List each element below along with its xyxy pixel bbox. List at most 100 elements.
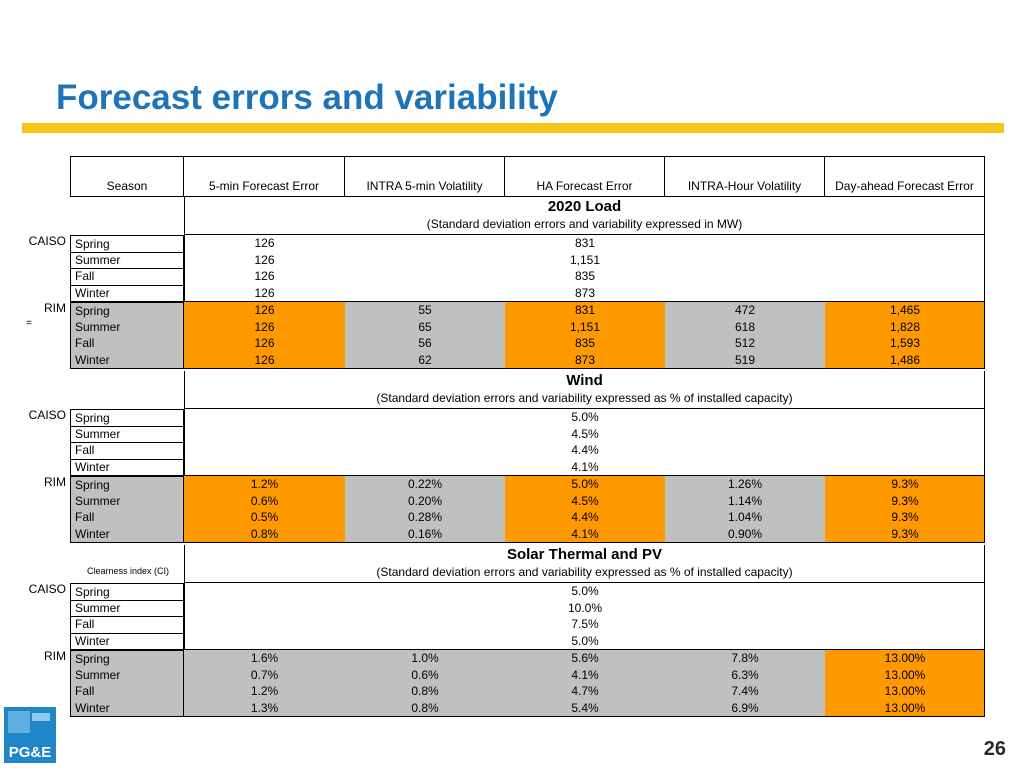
value-cell: 6.9% <box>665 699 825 716</box>
value-cell: 65 <box>345 318 505 335</box>
value-cell: 1,465 <box>825 302 985 319</box>
section-title-solar: Solar Thermal and PV (Standard deviation … <box>184 545 985 583</box>
svg-text:PG&E: PG&E <box>9 744 52 761</box>
season-cell: Spring <box>70 302 184 320</box>
column-header: INTRA-Hour Volatility <box>665 156 825 197</box>
value-cell: 1.3% <box>184 699 345 716</box>
season-cell: Winter <box>70 284 184 302</box>
column-header: HA Forecast Error <box>505 156 665 197</box>
value-cell: 835 <box>505 335 665 352</box>
value-cell: 126 <box>184 351 345 368</box>
value-cell: 0.7% <box>184 666 345 683</box>
section-title-wind: Wind (Standard deviation errors and varia… <box>184 371 985 409</box>
value-cell: 873 <box>505 351 665 368</box>
value-cell: 512 <box>665 335 825 352</box>
section-heading: Wind <box>566 372 603 389</box>
value-cell: 5.4% <box>505 699 665 716</box>
value-cell: 1.26% <box>665 476 825 493</box>
value-cell: 5.6% <box>505 650 665 667</box>
value-cell: 9.3% <box>825 476 985 493</box>
value-cell: 7.8% <box>665 650 825 667</box>
value-cell: 4.1% <box>505 525 665 542</box>
value-cell: 10.0% <box>567 600 603 615</box>
value-cell: 0.8% <box>184 525 345 542</box>
section-heading: 2020 Load <box>547 198 622 215</box>
value-cell: 13.00% <box>825 699 985 716</box>
value-cell: 0.90% <box>665 525 825 542</box>
season-cell: Fall <box>70 683 184 701</box>
value-cell: 4.5% <box>571 426 599 441</box>
value-cell: 831 <box>574 236 596 250</box>
value-cell: 5.0% <box>571 410 599 424</box>
season-cell: Winter <box>70 351 184 369</box>
season-cell: Fall <box>70 335 184 353</box>
value-cell: 0.20% <box>345 492 505 509</box>
season-cell: Winter <box>70 458 184 476</box>
season-cell: Fall <box>70 616 184 634</box>
caiso-label-solar: CAISO <box>28 582 66 596</box>
season-cell: Summer <box>70 318 184 336</box>
value-cell: 0.6% <box>184 492 345 509</box>
value-cell: 9.3% <box>825 509 985 526</box>
column-header: 5-min Forecast Error <box>184 156 345 197</box>
value-cell: 126 <box>254 285 275 300</box>
value-cell: 1.2% <box>184 476 345 493</box>
column-header: Day-ahead Forecast Error <box>825 156 985 197</box>
season-cell: Summer <box>70 599 184 617</box>
value-cell: 618 <box>665 318 825 335</box>
value-cell: 0.16% <box>345 525 505 542</box>
value-cell: 126 <box>254 269 275 283</box>
value-cell: 1.2% <box>184 683 345 700</box>
caiso-label-load: CAISO <box>28 234 66 248</box>
season-cell: Fall <box>70 509 184 527</box>
value-cell: 7.5% <box>571 617 599 631</box>
value-cell: 4.4% <box>505 509 665 526</box>
value-cell: 126 <box>184 302 345 319</box>
value-cell: 1.04% <box>665 509 825 526</box>
value-cell: 0.22% <box>345 476 505 493</box>
value-cell: 1,593 <box>825 335 985 352</box>
value-cell: 4.5% <box>505 492 665 509</box>
value-cell: 1,486 <box>825 351 985 368</box>
value-cell: 7.4% <box>665 683 825 700</box>
forecast-table: Season 5-min Forecast Error INTRA 5-min Vo… <box>70 156 985 717</box>
value-cell: 62 <box>345 351 505 368</box>
section-subtitle: (Standard deviation errors and variabili… <box>426 217 743 231</box>
rim-label-wind: RIM <box>44 475 66 489</box>
value-cell: 5.0% <box>505 476 665 493</box>
season-cell: Fall <box>70 268 184 286</box>
season-cell: Spring <box>70 650 184 668</box>
value-cell: 519 <box>665 351 825 368</box>
value-cell: 6.3% <box>665 666 825 683</box>
section-heading: Solar Thermal and PV <box>506 546 663 563</box>
value-cell: 1,151 <box>505 318 665 335</box>
value-cell: 1.14% <box>665 492 825 509</box>
season-cell: Summer <box>70 666 184 684</box>
section-title-load: 2020 Load (Standard deviation errors and … <box>184 197 985 235</box>
season-cell: Fall <box>70 442 184 460</box>
season-cell: Winter <box>70 632 184 650</box>
clearness-index-label: Clearness index (CI) <box>86 566 170 576</box>
value-cell: 126 <box>184 335 345 352</box>
value-cell: 0.6% <box>345 666 505 683</box>
season-cell: Summer <box>70 251 184 269</box>
slide-title: Forecast errors and variability <box>56 78 558 117</box>
section-subtitle: (Standard deviation errors and variabili… <box>376 565 793 579</box>
value-cell: 13.00% <box>825 666 985 683</box>
title-underline <box>22 123 1004 133</box>
value-cell: 55 <box>345 302 505 319</box>
season-cell: Spring <box>70 235 184 253</box>
value-cell: 0.5% <box>184 509 345 526</box>
value-cell: 873 <box>574 285 596 300</box>
value-cell: 835 <box>574 269 596 283</box>
value-cell: 5.0% <box>571 584 599 598</box>
value-cell: 9.3% <box>825 525 985 542</box>
value-cell: 1.6% <box>184 650 345 667</box>
page-number: 26 <box>983 738 1006 760</box>
value-cell: 4.1% <box>505 666 665 683</box>
value-cell: 126 <box>184 318 345 335</box>
season-cell: Spring <box>70 409 184 427</box>
season-cell: Spring <box>70 583 184 601</box>
value-cell: 9.3% <box>825 492 985 509</box>
rim-label-solar: RIM <box>44 649 66 663</box>
